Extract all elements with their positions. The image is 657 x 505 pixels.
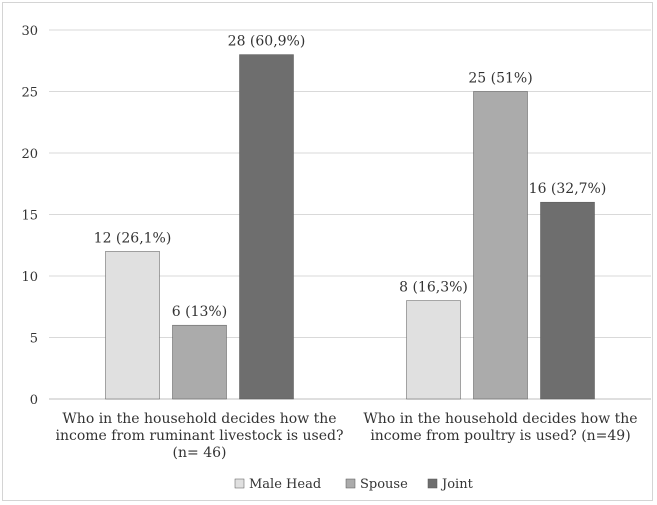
y-axis-ticks: 0 5 10 15 20 25 30 — [21, 24, 38, 408]
bar-chart: 0 5 10 15 20 25 30 12 (26,1%) 8 (16,3%) 6 (13%) 2… — [21, 24, 651, 492]
bar — [406, 300, 461, 400]
data-label: 25 (51%) — [468, 71, 532, 87]
data-label: 8 (16,3%) — [399, 280, 468, 296]
bar — [239, 54, 294, 400]
category-label: (n= 46) — [173, 445, 227, 461]
y-tick-label: 0 — [30, 393, 38, 408]
bar — [105, 251, 160, 400]
legend-swatch — [234, 478, 245, 489]
category-label: income from poultry is used? (n=49) — [370, 428, 630, 444]
legend-label: Male Head — [249, 477, 321, 492]
legend-swatch — [345, 478, 356, 489]
y-tick-label: 5 — [30, 332, 38, 347]
bar — [172, 324, 227, 400]
data-label: 12 (26,1%) — [94, 230, 172, 246]
legend-label: Spouse — [360, 477, 408, 492]
data-labels: 12 (26,1%) 8 (16,3%) 6 (13%) 25 (51%) 28 (60… — [94, 34, 607, 321]
y-tick-label: 10 — [21, 270, 38, 285]
y-tick-label: 25 — [21, 86, 38, 101]
bars — [105, 54, 595, 400]
legend-label: Joint — [440, 477, 474, 492]
y-tick-label: 20 — [21, 147, 38, 162]
data-label: 28 (60,9%) — [228, 34, 306, 50]
category-labels: Who in the household decides how theinco… — [56, 411, 638, 461]
chart-frame: 0 5 10 15 20 25 30 12 (26,1%) 8 (16,3%) 6 (13%) 2… — [2, 2, 653, 501]
category-label: Who in the household decides how the — [363, 411, 637, 427]
legend-swatch — [427, 478, 438, 489]
data-label: 6 (13%) — [172, 304, 227, 320]
data-label: 16 (32,7%) — [529, 181, 607, 197]
category-label: Who in the household decides how the — [62, 411, 336, 427]
bar — [540, 201, 595, 400]
legend: Male Head Spouse Joint — [234, 477, 474, 492]
category-label: income from ruminant livestock is used? — [56, 428, 344, 444]
y-tick-label: 15 — [21, 209, 38, 224]
y-tick-label: 30 — [21, 24, 38, 39]
bar — [473, 91, 528, 400]
